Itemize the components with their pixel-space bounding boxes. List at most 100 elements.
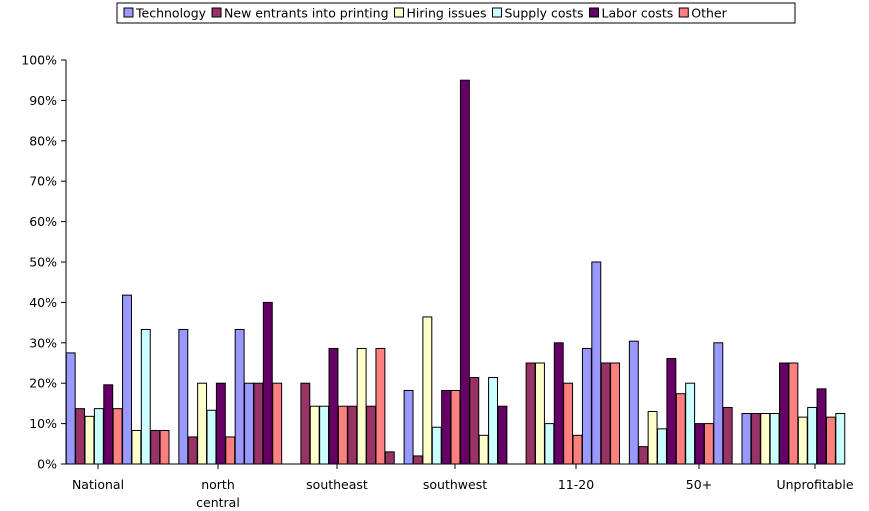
legend-label: Hiring issues (407, 6, 487, 21)
y-tick-label: 20% (29, 376, 57, 391)
bar (441, 389, 452, 465)
bar (825, 416, 836, 465)
y-axis: 0% 10% 20% 30% 40% 50% 60% 70% 80% 90% 100% (21, 53, 67, 472)
bar (647, 410, 658, 465)
legend-label: Other (691, 6, 727, 21)
bar (244, 382, 254, 465)
y-tick-label: 80% (29, 133, 57, 148)
bar (675, 393, 686, 465)
bar (779, 362, 789, 465)
bar (572, 434, 583, 465)
bar (122, 294, 132, 465)
bar (628, 340, 639, 465)
bar (497, 405, 508, 465)
bar (328, 347, 339, 465)
x-tick-label: Unprofitable (776, 477, 853, 492)
bar (262, 301, 273, 465)
y-tick-label: 0% (37, 457, 57, 472)
bar (103, 384, 114, 465)
bar (750, 413, 761, 465)
bar (197, 382, 208, 465)
bar (403, 389, 414, 465)
bars (65, 79, 846, 465)
bar (769, 413, 780, 465)
y-tick-label: 10% (29, 416, 57, 431)
bar (112, 408, 123, 465)
bar (544, 423, 555, 465)
bar (140, 328, 151, 465)
bar (788, 362, 799, 465)
y-tick-label: 60% (29, 214, 57, 229)
bar (319, 405, 330, 465)
bar (666, 358, 677, 465)
bar (225, 436, 236, 465)
bar (553, 342, 564, 465)
bar (600, 362, 611, 465)
bar (703, 423, 714, 465)
bar (581, 347, 592, 465)
legend-swatch (211, 7, 222, 18)
bar (478, 434, 489, 465)
bar (159, 429, 170, 465)
legend-box (116, 2, 796, 24)
bar (93, 408, 104, 465)
bar (591, 261, 602, 465)
legend-swatch (123, 7, 134, 18)
bar (84, 415, 95, 465)
bar (234, 328, 245, 465)
bar (741, 413, 752, 465)
bar (206, 409, 217, 465)
legend-swatch (491, 7, 502, 18)
legend-swatch (678, 7, 689, 18)
x-tick-label: central (196, 495, 240, 510)
bar (722, 406, 733, 465)
bar (300, 382, 311, 465)
bar (366, 405, 376, 465)
y-tick-label: 40% (29, 295, 57, 310)
bar (807, 406, 818, 465)
bar (525, 362, 536, 465)
legend-label: New entrants into printing (224, 6, 388, 21)
bar (685, 382, 696, 465)
bar (422, 316, 433, 465)
bar (75, 408, 86, 465)
y-tick-label: 50% (29, 255, 57, 270)
legend-label: Technology (135, 6, 207, 21)
legend: Technology New entrants into printing Hiri… (116, 2, 796, 24)
bar (337, 405, 348, 465)
bar (797, 416, 808, 465)
bar (488, 377, 499, 465)
legend-swatch (589, 7, 599, 18)
y-tick-label: 30% (29, 335, 57, 350)
bar (835, 413, 846, 465)
bar (356, 347, 367, 465)
bar (215, 382, 226, 465)
bar (563, 382, 574, 465)
bar (187, 436, 198, 465)
x-tick-label: 11-20 (558, 477, 594, 492)
bar (450, 389, 461, 465)
bar (375, 347, 386, 465)
bar (459, 79, 470, 465)
bar (657, 428, 667, 465)
legend-label: Supply costs (504, 6, 583, 21)
bar (272, 382, 283, 465)
x-tick-label: National (72, 477, 124, 492)
bar (535, 362, 545, 465)
bar (638, 446, 649, 465)
bar (713, 342, 724, 465)
bar (131, 429, 142, 465)
bar (65, 352, 76, 465)
y-tick-label: 90% (29, 93, 57, 108)
bar (610, 362, 621, 465)
legend-swatch (394, 7, 405, 18)
bar (694, 423, 705, 465)
x-tick-label: 50+ (686, 477, 712, 492)
x-tick-label: southwest (423, 477, 487, 492)
x-tick-label: north (201, 477, 235, 492)
y-tick-label: 70% (29, 174, 57, 189)
bar (384, 451, 395, 465)
bar (412, 455, 423, 465)
bar (760, 413, 771, 465)
